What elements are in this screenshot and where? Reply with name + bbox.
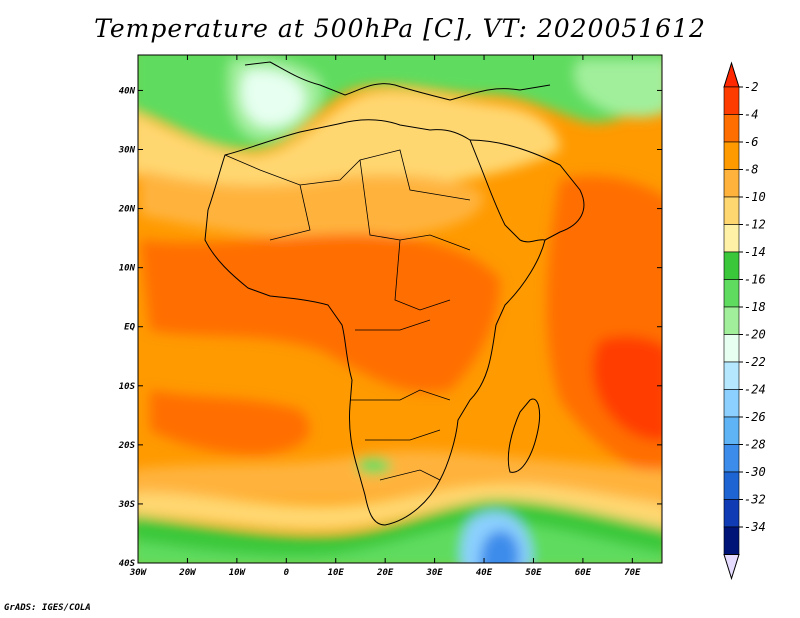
- lon-tick-label: 60E: [575, 568, 592, 578]
- colorbar-swatch: [723, 361, 740, 390]
- lat-tick-label: 20S: [118, 441, 136, 451]
- madagascar-coast: [507, 398, 541, 473]
- colorbar-swatch: [723, 86, 740, 115]
- lon-tick-label: 20E: [376, 568, 394, 578]
- lat-tick-label: 30N: [118, 146, 136, 156]
- colorbar-swatch: [723, 389, 740, 418]
- field-south-coldest-blue: [479, 530, 520, 563]
- lat-tick-label: 40N: [119, 86, 136, 96]
- field-central-darkorange: [140, 234, 500, 392]
- lon-tick-label: 10W: [229, 568, 247, 578]
- lon-tick-label: 30W: [129, 568, 148, 578]
- colorbar-label: -10: [744, 190, 766, 204]
- field-north-verylight: [241, 69, 305, 127]
- lat-tick-label: 40S: [119, 559, 136, 569]
- colorbar-label: -8: [744, 163, 758, 177]
- colorbar-label: -26: [744, 410, 766, 424]
- colorbar-label: -28: [744, 438, 766, 452]
- europe-coast: [244, 61, 551, 101]
- lon-tick-label: 0: [284, 568, 290, 578]
- colorbar-label: -2: [744, 80, 758, 94]
- colorbar-label: -34: [744, 520, 766, 534]
- field-sahara-lightorange: [140, 170, 484, 240]
- colorbar-swatch: [723, 471, 740, 500]
- colorbar-swatch: [723, 306, 740, 335]
- colorbar-swatch: [723, 279, 740, 308]
- lon-tick-label: 20W: [178, 568, 197, 578]
- colorbar-label: -16: [744, 273, 766, 287]
- colorbar-swatch: [723, 416, 740, 445]
- colorbar-swatch: [723, 114, 740, 143]
- temperature-field: [138, 55, 662, 563]
- colorbar-label: -32: [744, 493, 766, 507]
- field-sa-green-patch: [357, 457, 392, 474]
- map-frame: [137, 54, 663, 564]
- colorbar-swatch: [723, 444, 740, 473]
- lon-tick-label: 30E: [425, 568, 443, 578]
- field-east-hot: [592, 335, 662, 441]
- colorbar-label: -14: [744, 245, 766, 259]
- coastlines: [204, 61, 585, 526]
- colorbar-label: -4: [744, 108, 758, 122]
- colorbar-label: -18: [744, 300, 766, 314]
- colorbar-label: -20: [744, 328, 766, 342]
- colorbar-label: -6: [744, 135, 758, 149]
- axis-ticks: 30W 20W 10W 0 10E 20E 30E 40E 50E 60E 70E 40N 30N 20N…: [118, 55, 662, 578]
- lon-tick-label: 10E: [328, 568, 345, 578]
- africa-coastline: [204, 119, 546, 526]
- field-south-yellow: [138, 482, 662, 534]
- colorbar-swatch: [723, 141, 740, 170]
- page-title: Temperature at 500hPa [C], VT: 202005161…: [94, 14, 706, 43]
- colorbar-swatch: [723, 251, 740, 280]
- field-south-lightorange: [138, 450, 662, 509]
- field-north-yellow: [138, 90, 560, 195]
- lat-tick-label: 20N: [118, 205, 136, 215]
- colorbar-swatch: [723, 196, 740, 225]
- colorbar-swatch: [723, 224, 740, 253]
- colorbar-label: -22: [744, 355, 766, 369]
- colorbar-label: -30: [744, 465, 766, 479]
- lat-tick-label: 10S: [119, 382, 136, 392]
- borders: [224, 149, 471, 481]
- colorbar-swatch: [723, 334, 740, 363]
- colorbar-label: -24: [744, 383, 766, 397]
- colorbar-swatch: [723, 169, 740, 198]
- colorbar-swatch: [723, 499, 740, 528]
- lon-tick-label: 70E: [624, 568, 641, 578]
- lon-tick-label: 40E: [476, 568, 493, 578]
- lat-tick-label: EQ: [124, 323, 135, 333]
- lon-tick-label: 50E: [525, 568, 542, 578]
- colorbar-top-arrow: [723, 61, 740, 88]
- arabia-coast: [469, 139, 585, 241]
- colorbar-bottom-arrow: [723, 554, 740, 581]
- lat-tick-label: 10N: [119, 264, 136, 274]
- field-west-hot: [150, 390, 310, 455]
- colorbar-label: -12: [744, 218, 766, 232]
- credit-label: GrADS: IGES/COLA: [4, 603, 91, 613]
- colorbar-swatch: [723, 526, 740, 555]
- colorbar: -2 -4 -6 -8 -10 -12 -14 -16 -18 -20 -22 -24 -26 -28 -3…: [723, 61, 766, 581]
- lat-tick-label: 30S: [118, 500, 136, 510]
- field-ne-lightgreen: [574, 60, 662, 118]
